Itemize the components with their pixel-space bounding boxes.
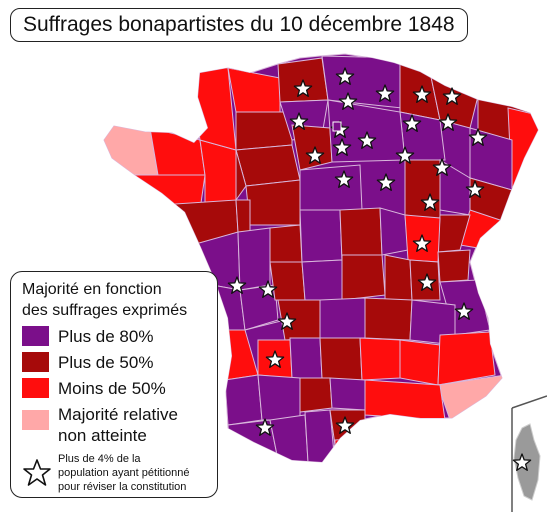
dept-pyrenees-orientales	[334, 437, 366, 462]
star-icon	[255, 418, 275, 436]
dept-lot	[289, 337, 323, 379]
dept-allier	[341, 254, 386, 301]
star-icon	[454, 302, 474, 320]
star-icon	[335, 67, 355, 85]
star-icon	[412, 234, 432, 252]
dept-deux-sevres	[237, 227, 271, 291]
star-icon	[512, 453, 532, 471]
star-icon	[376, 173, 396, 191]
star-icon	[375, 84, 395, 102]
legend-item-star: Plus de 4% de la population ayant pétiti…	[22, 452, 209, 494]
star-icon	[402, 114, 422, 132]
legend-label-over-80: Plus de 80%	[58, 327, 154, 346]
legend-swatch-over-80	[22, 326, 49, 346]
legend-swatch-under-50	[22, 378, 49, 398]
dept-haute-loire	[364, 297, 413, 341]
star-icon	[227, 276, 247, 294]
dept-nievre	[379, 207, 409, 256]
dept-cantal-aveyron	[319, 337, 363, 381]
legend-star-note: Plus de 4% de la population ayant pétiti…	[58, 452, 190, 494]
dept-ain	[437, 249, 471, 283]
star-icon	[432, 158, 452, 176]
map-title: Suffrages bonapartistes du 10 décembre 1…	[23, 13, 455, 36]
legend-title-line2: des suffrages exprimés	[22, 302, 188, 319]
star-icon	[332, 138, 352, 156]
legend-item-over-80: Plus de 80%	[22, 326, 209, 347]
dept-mayenne	[235, 149, 247, 202]
legend-item-under-50: Moins de 50%	[22, 378, 209, 399]
dept-bas-rhin	[507, 107, 538, 191]
star-icon	[277, 312, 297, 330]
legend-label-relative: Majorité relative non atteinte	[58, 404, 178, 446]
legend-swatch-over-50	[22, 352, 49, 372]
dept-tarn	[329, 377, 366, 411]
dept-sarthe	[235, 144, 301, 187]
dept-cote-d-or	[404, 159, 441, 221]
star-icon	[334, 170, 354, 188]
dept-maine-et-loire	[235, 199, 251, 233]
star-icon	[442, 87, 462, 105]
petition-stars	[227, 67, 532, 471]
inset-frame-top	[511, 395, 547, 409]
star-outline-icon	[23, 459, 51, 486]
dept-cher	[339, 207, 383, 261]
star-icon	[417, 273, 437, 291]
dept-tarn-et-garonne	[299, 377, 333, 413]
dept-vienne	[269, 224, 303, 263]
star-icon	[438, 113, 458, 131]
star-icon	[357, 131, 377, 149]
dept-ille-et-vilaine	[199, 139, 237, 211]
legend-title: Majorité en fonction des suffrages expri…	[22, 279, 209, 321]
legend-item-over-50: Plus de 50%	[22, 352, 209, 373]
legend: Majorité en fonction des suffrages expri…	[10, 271, 218, 498]
dept-indre	[299, 209, 343, 263]
dept-creuse	[301, 259, 343, 301]
star-icon	[265, 350, 285, 368]
dept-manche	[193, 67, 237, 151]
dept-puy-de-dome	[319, 297, 366, 339]
dept-gers	[257, 374, 301, 421]
dept-hautes-pyrenees	[269, 414, 309, 462]
legend-label-relative-line1: Majorité relative	[58, 405, 178, 424]
legend-star-note-line2: population ayant pétitionné	[58, 467, 190, 479]
dept-herault-gard	[364, 379, 446, 421]
legend-swatch-relative	[22, 410, 49, 430]
legend-star-note-line3: pour réviser la constitution	[58, 481, 187, 493]
star-icon	[305, 146, 325, 164]
dept-ariege	[304, 409, 336, 462]
legend-label-under-50: Moins de 50%	[58, 379, 166, 398]
legend-label-over-50: Plus de 50%	[58, 353, 154, 372]
star-icon	[289, 112, 309, 130]
map-title-box: Suffrages bonapartistes du 10 décembre 1…	[10, 8, 468, 42]
star-icon	[412, 85, 432, 103]
star-icon	[395, 146, 415, 164]
dept-indre-et-loire	[245, 179, 301, 226]
legend-label-relative-line2: non atteinte	[58, 426, 147, 445]
legend-item-relative: Majorité relative non atteinte	[22, 404, 209, 446]
dept-loir-et-cher	[299, 164, 363, 211]
star-icon	[465, 180, 485, 198]
dept-landes	[224, 374, 263, 426]
dept-hautes-alpes	[437, 331, 496, 386]
corsica-inset	[511, 395, 547, 512]
dept-lozere-ardeche	[359, 337, 401, 381]
dept-loire	[384, 254, 413, 301]
dept-orne	[235, 111, 293, 151]
star-icon	[420, 193, 440, 211]
star-icon	[258, 280, 278, 298]
dept-haute-vienne	[269, 261, 306, 301]
star-icon	[335, 416, 355, 434]
star-icon	[338, 92, 358, 110]
star-icon	[293, 79, 313, 97]
dept-drome	[399, 339, 441, 386]
paris-marker	[332, 121, 342, 132]
legend-star-note-line1: Plus de 4% de la	[58, 453, 141, 465]
star-icon	[468, 128, 488, 146]
legend-title-line1: Majorité en fonction	[22, 281, 162, 298]
